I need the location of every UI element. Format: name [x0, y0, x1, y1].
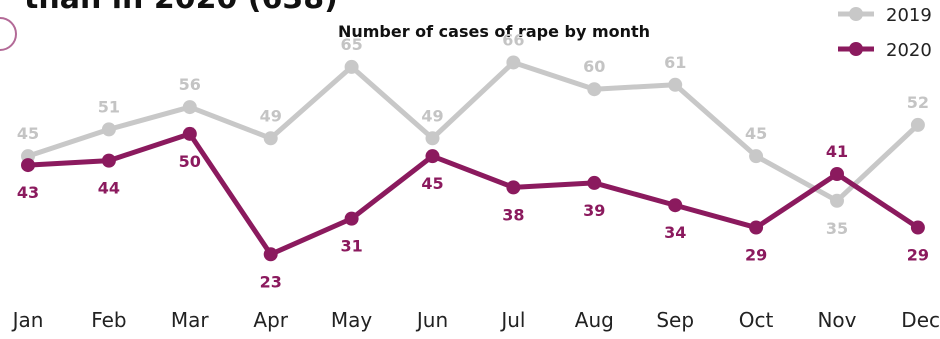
point-2020-nov	[830, 167, 844, 181]
legend-marker-2020	[849, 42, 863, 56]
point-2019-may	[344, 59, 359, 74]
point-2020-jun	[425, 149, 440, 164]
x-tick-label-feb: Feb	[91, 308, 126, 332]
data-label-2019-dec: 52	[907, 93, 929, 112]
legend-item-2020: 2020	[838, 40, 932, 61]
x-tick-label-jul: Jul	[499, 308, 525, 332]
point-2019-nov	[830, 193, 844, 208]
point-2019-sep	[668, 77, 683, 92]
data-label-2019-mar: 56	[179, 75, 201, 94]
point-2020-aug	[587, 175, 602, 190]
x-tick-label-jun: Jun	[415, 308, 448, 332]
series-line-2020	[25, 131, 921, 257]
x-tick-label-may: May	[331, 308, 373, 332]
data-label-2020-apr: 23	[260, 272, 282, 291]
x-tick-label-sep: Sep	[656, 308, 694, 332]
data-label-2019-jan: 45	[17, 124, 39, 143]
data-label-2020-may: 31	[340, 237, 362, 256]
data-label-2019-aug: 60	[583, 57, 605, 76]
point-2019-mar	[182, 100, 197, 115]
headline: than in 2020 (638)	[24, 0, 338, 16]
x-tick-label-jan: Jan	[11, 308, 44, 332]
legend: 2019 2020	[838, 5, 932, 61]
x-tick-label-oct: Oct	[739, 308, 774, 332]
point-2020-jul	[506, 180, 521, 195]
data-label-2019-oct: 45	[745, 124, 767, 143]
x-tick-label-dec: Dec	[901, 308, 940, 332]
point-2020-oct	[749, 220, 764, 235]
x-tick-label-mar: Mar	[171, 308, 210, 332]
point-2020-mar	[182, 126, 197, 141]
data-label-2020-jun: 45	[421, 174, 443, 193]
point-2019-aug	[587, 82, 602, 97]
data-label-2020-sep: 34	[664, 223, 686, 242]
point-2019-jun	[425, 131, 440, 146]
series-2019: 45 51 56 49 65 49 66 60 61 45 35 52	[17, 30, 929, 237]
data-label-2020-feb: 44	[98, 179, 120, 198]
point-2020-apr	[263, 247, 278, 262]
data-label-2019-apr: 49	[260, 106, 282, 125]
x-axis: Jan Feb Mar Apr May Jun Jul Aug Sep Oct Nov Dec	[11, 308, 940, 332]
data-label-2020-nov: 41	[826, 142, 848, 161]
data-label-2020-jul: 38	[502, 205, 524, 224]
x-tick-label-apr: Apr	[253, 308, 288, 332]
point-2020-may	[344, 211, 359, 226]
series-2020: 43 44 50 23 31 45 38 39 34 29 41 29	[17, 126, 929, 291]
point-2019-jul	[506, 55, 521, 70]
data-label-2020-dec: 29	[907, 246, 929, 265]
x-tick-label-nov: Nov	[817, 308, 856, 332]
data-label-2019-nov: 35	[826, 219, 848, 238]
data-label-2020-jan: 43	[17, 183, 39, 202]
data-label-2020-aug: 39	[583, 201, 605, 220]
data-label-2019-sep: 61	[664, 53, 686, 72]
legend-label-2020: 2020	[886, 40, 932, 61]
x-tick-label-aug: Aug	[575, 308, 614, 332]
point-2019-feb	[101, 122, 116, 137]
point-2020-sep	[668, 198, 683, 213]
point-2020-feb	[101, 153, 116, 168]
point-2019-oct	[749, 149, 764, 164]
data-label-2019-jul: 66	[502, 30, 524, 49]
data-label-2020-oct: 29	[745, 246, 767, 265]
point-2019-apr	[263, 131, 278, 146]
legend-item-2019: 2019	[838, 5, 932, 26]
data-label-2020-mar: 50	[179, 152, 201, 171]
data-label-2019-jun: 49	[421, 106, 443, 125]
series-line-2019	[25, 59, 921, 204]
legend-label-2019: 2019	[886, 5, 932, 26]
legend-marker-2019	[849, 7, 863, 21]
chart-title: Number of cases of rape by month	[338, 22, 650, 41]
data-label-2019-feb: 51	[98, 97, 120, 116]
point-2020-dec	[910, 220, 925, 235]
point-2020-jan	[21, 158, 35, 173]
accent-circle-icon	[0, 17, 17, 51]
data-label-2019-may: 65	[340, 35, 362, 54]
point-2019-dec	[910, 117, 925, 132]
